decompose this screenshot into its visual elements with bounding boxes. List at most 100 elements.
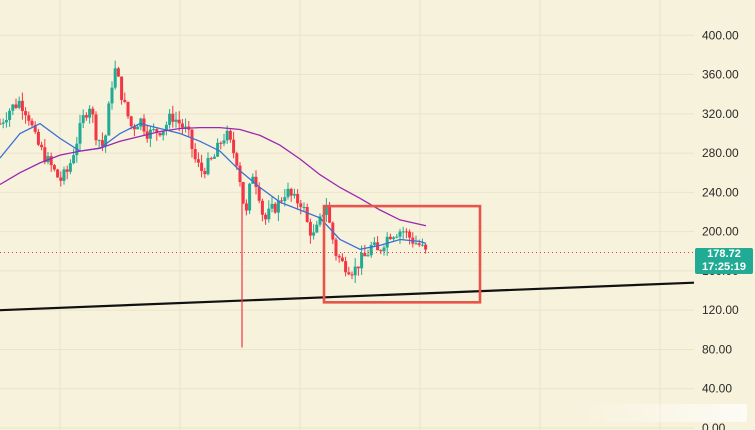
candle-body	[27, 115, 31, 121]
annotations	[0, 204, 694, 304]
y-tick-label: 360.00	[702, 68, 739, 82]
candle-body	[200, 162, 204, 172]
ma-long-line	[0, 126, 427, 227]
candle-body	[254, 176, 258, 188]
candle-body	[267, 208, 271, 220]
candle-body	[14, 104, 18, 108]
candle-body	[24, 111, 28, 116]
candle-body	[417, 243, 421, 245]
candle-body	[209, 158, 213, 160]
candle-body	[238, 165, 242, 183]
candle-body	[59, 177, 63, 181]
candle-body	[4, 120, 8, 123]
candle-body	[315, 224, 319, 233]
candle-body	[248, 183, 252, 211]
candle-body	[344, 261, 348, 273]
candle-body	[401, 231, 405, 233]
candle-body	[136, 126, 140, 130]
candle-body	[286, 188, 290, 198]
bar-countdown: 17:25:19	[701, 260, 747, 273]
candle-body	[334, 239, 338, 256]
candle-body	[222, 140, 226, 144]
candle-body	[251, 176, 255, 184]
candle-body	[78, 123, 82, 144]
candle-body	[120, 76, 124, 100]
candle-body	[318, 216, 322, 225]
candle-body	[43, 147, 47, 163]
candle-body	[340, 257, 344, 262]
candle-body	[104, 135, 108, 146]
candle-body	[168, 113, 172, 125]
candle-body	[174, 119, 178, 122]
candle-body	[132, 126, 136, 130]
candle-body	[88, 108, 92, 118]
candle-body	[353, 266, 357, 276]
candle-body	[72, 155, 76, 164]
candle-body	[398, 231, 402, 237]
candle-body	[17, 100, 21, 108]
y-axis: 440.00 400.00 360.00 320.00 280.00 240.00 200.…	[702, 0, 739, 430]
candle-body	[11, 104, 15, 111]
candle-body	[40, 144, 44, 148]
candle-body	[219, 142, 223, 144]
candle-body	[328, 206, 332, 223]
candle-body	[280, 200, 284, 202]
candle-body	[184, 126, 188, 128]
candle-body	[414, 243, 418, 245]
candle-body	[94, 114, 98, 141]
candle-body	[177, 119, 181, 124]
candle-body	[123, 99, 127, 102]
candle-body	[180, 123, 184, 128]
candle-body	[392, 237, 396, 240]
y-tick-label: 200.00	[702, 225, 739, 239]
candle-body	[158, 133, 162, 136]
candle-body	[171, 113, 175, 122]
candle-body	[235, 153, 239, 166]
candle-body	[257, 187, 261, 201]
candle-body	[424, 244, 428, 250]
y-tick-label: 40.00	[702, 382, 732, 396]
candle-body	[360, 252, 364, 269]
candle-body	[84, 115, 88, 118]
candle-body	[337, 255, 341, 258]
y-tick-label: 320.00	[702, 107, 739, 121]
candle-body	[308, 221, 312, 236]
candle-body	[36, 131, 40, 145]
candle-body	[408, 231, 412, 238]
candle-body	[203, 171, 207, 175]
candle-body	[126, 101, 130, 117]
y-tick-label: 440.00	[702, 0, 739, 3]
candle-body	[91, 108, 95, 115]
candle-body	[276, 200, 280, 213]
grid	[0, 0, 694, 430]
candle-body	[324, 206, 328, 215]
candle-body	[296, 193, 300, 204]
candle-body	[152, 129, 156, 131]
y-tick-label: 120.00	[702, 303, 739, 317]
candle-body	[107, 103, 111, 136]
y-tick-label: 400.00	[702, 28, 739, 42]
candle-body	[161, 130, 165, 136]
candle-body	[97, 140, 101, 142]
candle-body	[241, 182, 245, 204]
candle-body	[20, 100, 24, 112]
candle-body	[113, 68, 117, 88]
candle-body	[382, 247, 386, 252]
candle-body	[363, 252, 367, 257]
candle-body	[420, 244, 424, 246]
candle-body	[305, 207, 309, 222]
candle-body	[68, 163, 72, 172]
candle-body	[155, 129, 159, 134]
candle-body	[206, 158, 210, 175]
candle-body	[129, 116, 133, 127]
y-tick-label: 80.00	[702, 342, 732, 356]
candle-body	[65, 169, 69, 172]
candle-body	[196, 159, 200, 163]
candle-body	[56, 169, 60, 178]
candle-body	[404, 231, 408, 233]
current-price-badge: 178.72 17:25:19	[695, 247, 753, 274]
watermark	[577, 404, 747, 422]
candle-body	[62, 169, 66, 181]
